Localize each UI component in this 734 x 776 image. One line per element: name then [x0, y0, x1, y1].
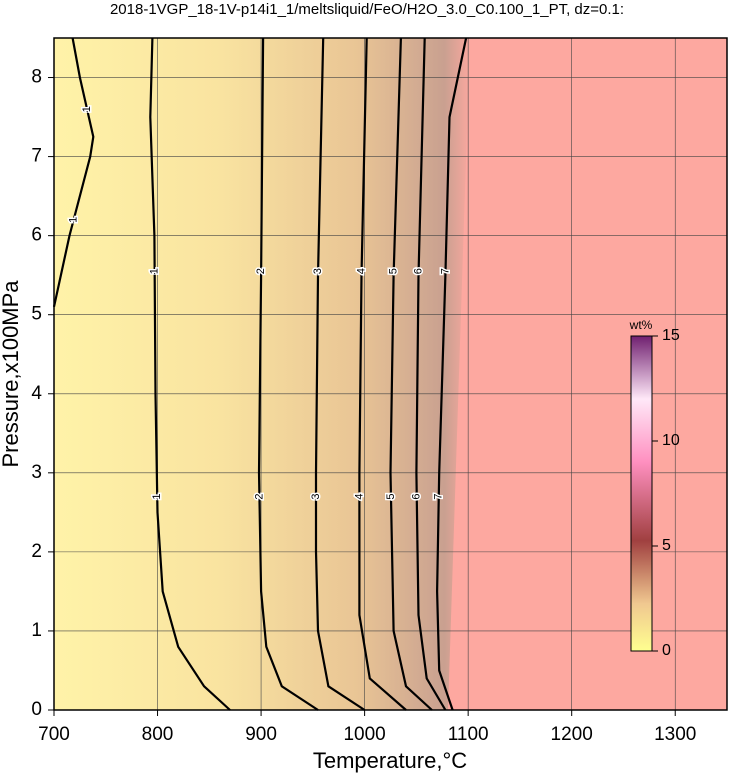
x-tick-label: 800: [142, 724, 174, 745]
y-tick-label: 7: [31, 146, 42, 167]
x-tick-label: 1200: [551, 724, 593, 745]
y-tick-label: 6: [31, 225, 42, 246]
colorbar: [630, 335, 653, 652]
contour-line: [257, 37, 319, 711]
contour-label: 1: [149, 268, 161, 274]
colorbar-tick-label: 5: [662, 537, 671, 554]
contour-label: 5: [385, 493, 397, 499]
contour-label: 1: [68, 217, 80, 223]
contour-line: [358, 37, 407, 711]
y-tick-label: 2: [31, 541, 42, 562]
x-tick-label: 1100: [448, 724, 489, 745]
contour-label: 4: [356, 268, 368, 274]
contour-line: [435, 37, 468, 711]
colorbar-tick-label: 15: [662, 327, 680, 344]
chart-title: 2018-1VGP_18-1V-p14i1_1/meltsliquid/FeO/…: [110, 1, 624, 18]
contour-label: 7: [433, 493, 445, 499]
y-axis-label: Pressure,x100MPa: [0, 280, 23, 468]
contour-line: [314, 37, 366, 711]
contour-line: [52, 37, 95, 308]
y-tick-label: 5: [31, 304, 42, 325]
y-tick-label: 0: [31, 699, 42, 720]
contour-label: 2: [253, 493, 265, 499]
x-axis-label: Temperature,°C: [313, 748, 467, 773]
y-tick-label: 1: [31, 620, 42, 641]
plot-frame: [53, 37, 728, 711]
x-tick-label: 1000: [343, 724, 385, 745]
x-tick-label: 700: [38, 724, 70, 745]
contour-label: 2: [255, 268, 267, 274]
y-tick-label: 3: [31, 462, 42, 483]
contour-label: 3: [312, 268, 324, 274]
contour-label: 1: [151, 493, 163, 499]
contour-label: 1: [81, 106, 93, 112]
contour-label: 6: [412, 268, 424, 274]
contour-label: 7: [439, 268, 451, 274]
colorbar-tick-label: 10: [662, 432, 680, 449]
contour-label: 3: [310, 493, 322, 499]
x-tick-label: 900: [245, 724, 277, 745]
contour-label: 6: [411, 493, 423, 499]
contours: 1 1 1 1 2 2 3 3 4 4 5 5 6 6 7 7: [52, 37, 468, 711]
colorbar-tick-label: 0: [662, 642, 671, 659]
contour-line: [149, 37, 231, 711]
colorbar-label: wt%: [629, 318, 653, 332]
contour-label: 5: [388, 268, 400, 274]
contour-line: [415, 37, 447, 711]
contour-label: 4: [353, 493, 365, 499]
y-tick-label: 4: [31, 383, 42, 404]
x-tick-label: 1300: [654, 724, 696, 745]
contour-line: [389, 37, 433, 711]
y-tick-label: 8: [31, 67, 42, 88]
liquid-region: [448, 38, 727, 710]
